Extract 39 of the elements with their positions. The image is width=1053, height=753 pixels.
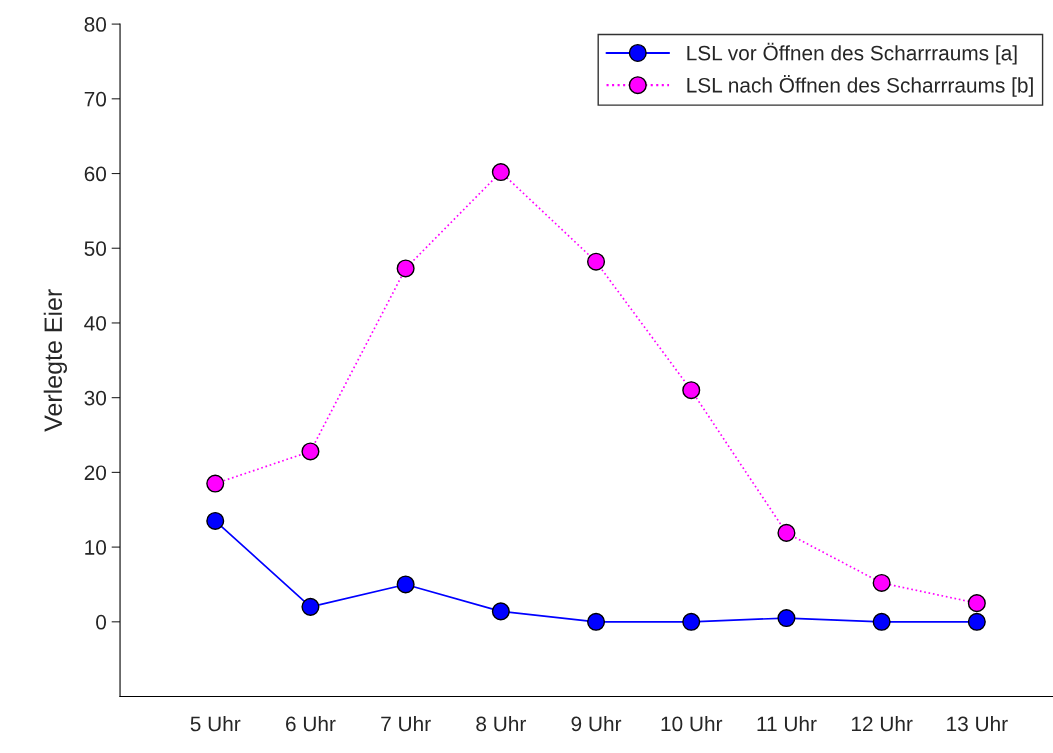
x-tick-label: 12 Uhr [851,715,913,732]
point [967,594,986,613]
y-tick-label: 20 [84,465,107,481]
point [396,575,415,594]
point [777,523,796,542]
point [301,597,320,616]
point [396,259,415,278]
point [872,612,891,631]
point [967,612,986,631]
y-tick-label: 0 [96,614,107,630]
point [491,602,510,621]
y-tick-label: 60 [84,166,107,182]
legend-label: LSL vor Öffnen des Scharrraums [a] [687,42,1017,65]
y-tick-label: 70 [84,91,107,107]
point [587,252,606,271]
point [872,573,891,592]
point [682,612,701,631]
x-tick-label: 6 Uhr [286,715,336,732]
x-tick-label: 11 Uhr [757,715,817,732]
point [682,381,701,400]
y-tick-label: 10 [85,540,107,555]
y-tick-label: 40 [84,315,107,331]
point [777,609,796,628]
point [206,511,225,530]
x-tick-label: 7 Uhr [381,715,431,732]
x-tick-label: 5 Uhr [190,715,241,732]
point [587,612,606,631]
y-axis-title: Verlegte Eier [43,289,68,432]
point [301,442,320,461]
x-tick-label: 13 Uhr [947,715,1008,732]
y-tick-label: 50 [84,241,107,256]
x-tick-label: 8 Uhr [476,715,526,732]
point [491,163,510,182]
y-tick-label: 80 [84,17,107,32]
x-tick-label: 9 Uhr [571,715,622,732]
y-tick-label: 30 [84,390,107,406]
x-tick-label: 10 Uhr [661,715,723,732]
point [206,474,225,493]
legend-label: LSL nach Öffnen des Scharrraums [b] [687,75,1033,97]
